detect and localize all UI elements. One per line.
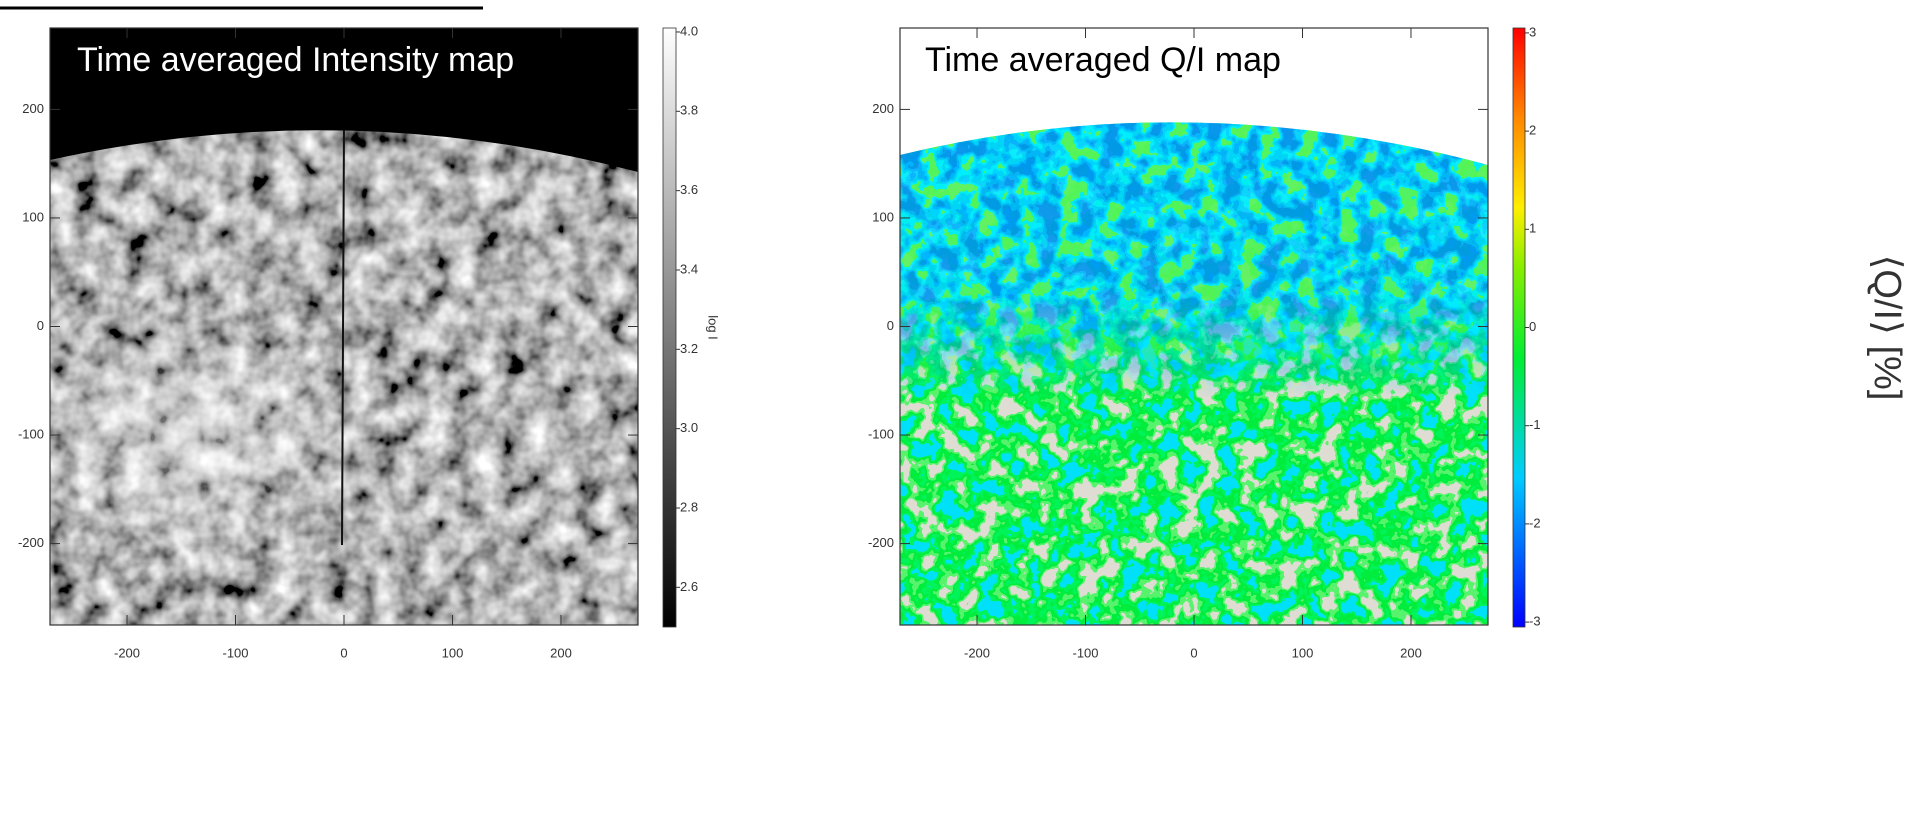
colorbar-tick-label: -1 bbox=[1529, 417, 1541, 432]
qi-map bbox=[900, 28, 1488, 625]
map-title: Time averaged Intensity map bbox=[77, 41, 514, 79]
colorbar-tick-label: 3.8 bbox=[680, 103, 698, 118]
x-tick-label: 0 bbox=[340, 645, 347, 660]
colorbar-tick-label: 3.4 bbox=[680, 261, 698, 276]
y-tick-label: 0 bbox=[37, 318, 44, 333]
colorbar-tick-label: 1 bbox=[1529, 221, 1536, 236]
x-tick-label: 200 bbox=[550, 645, 572, 660]
x-tick-label: -200 bbox=[114, 645, 140, 660]
map-texture bbox=[900, 122, 1488, 625]
y-tick-label: 0 bbox=[887, 318, 894, 333]
colorbar-tick-label: 4.0 bbox=[680, 23, 698, 38]
y-tick-label: 200 bbox=[872, 101, 894, 116]
slit bbox=[341, 130, 345, 546]
y-tick-label: 200 bbox=[22, 101, 44, 116]
colorbar-tick-label: 3.6 bbox=[680, 182, 698, 197]
colorbar-tick-label: -3 bbox=[1529, 614, 1541, 629]
colorbar bbox=[1512, 27, 1526, 628]
y-tick-label: -200 bbox=[868, 535, 894, 550]
y-tick-label: -100 bbox=[868, 426, 894, 441]
colorbar-tick-label: 3.2 bbox=[680, 341, 698, 356]
colorbar-tick-label: 2.8 bbox=[680, 499, 698, 514]
colorbar-tick-label: 3.0 bbox=[680, 420, 698, 435]
x-tick-label: -100 bbox=[1072, 645, 1098, 660]
x-tick-label: 0 bbox=[1190, 645, 1197, 660]
intensity-map bbox=[50, 28, 638, 625]
y-tick-label: 100 bbox=[22, 209, 44, 224]
colorbar-label: log I bbox=[706, 315, 721, 340]
y-tick-label: 100 bbox=[872, 209, 894, 224]
colorbar bbox=[662, 27, 677, 628]
colorbar-tick-label: -2 bbox=[1529, 515, 1541, 530]
y-tick-label: -100 bbox=[18, 426, 44, 441]
x-tick-label: 200 bbox=[1400, 645, 1422, 660]
x-tick-label: -100 bbox=[222, 645, 248, 660]
y-tick-label: -200 bbox=[18, 535, 44, 550]
x-tick-label: 100 bbox=[1292, 645, 1314, 660]
map-title: Time averaged Q/I map bbox=[925, 41, 1281, 79]
x-tick-label: 100 bbox=[442, 645, 464, 660]
colorbar-label: ⟨Q/I⟩ [%] bbox=[1866, 255, 1908, 401]
bright-region bbox=[50, 330, 360, 550]
colorbar-tick-label: 2 bbox=[1529, 123, 1536, 138]
colorbar-tick-label: 0 bbox=[1529, 319, 1536, 334]
colorbar-tick-label: 3 bbox=[1529, 24, 1536, 39]
colorbar-tick-label: 2.6 bbox=[680, 579, 698, 594]
x-tick-label: -200 bbox=[964, 645, 990, 660]
